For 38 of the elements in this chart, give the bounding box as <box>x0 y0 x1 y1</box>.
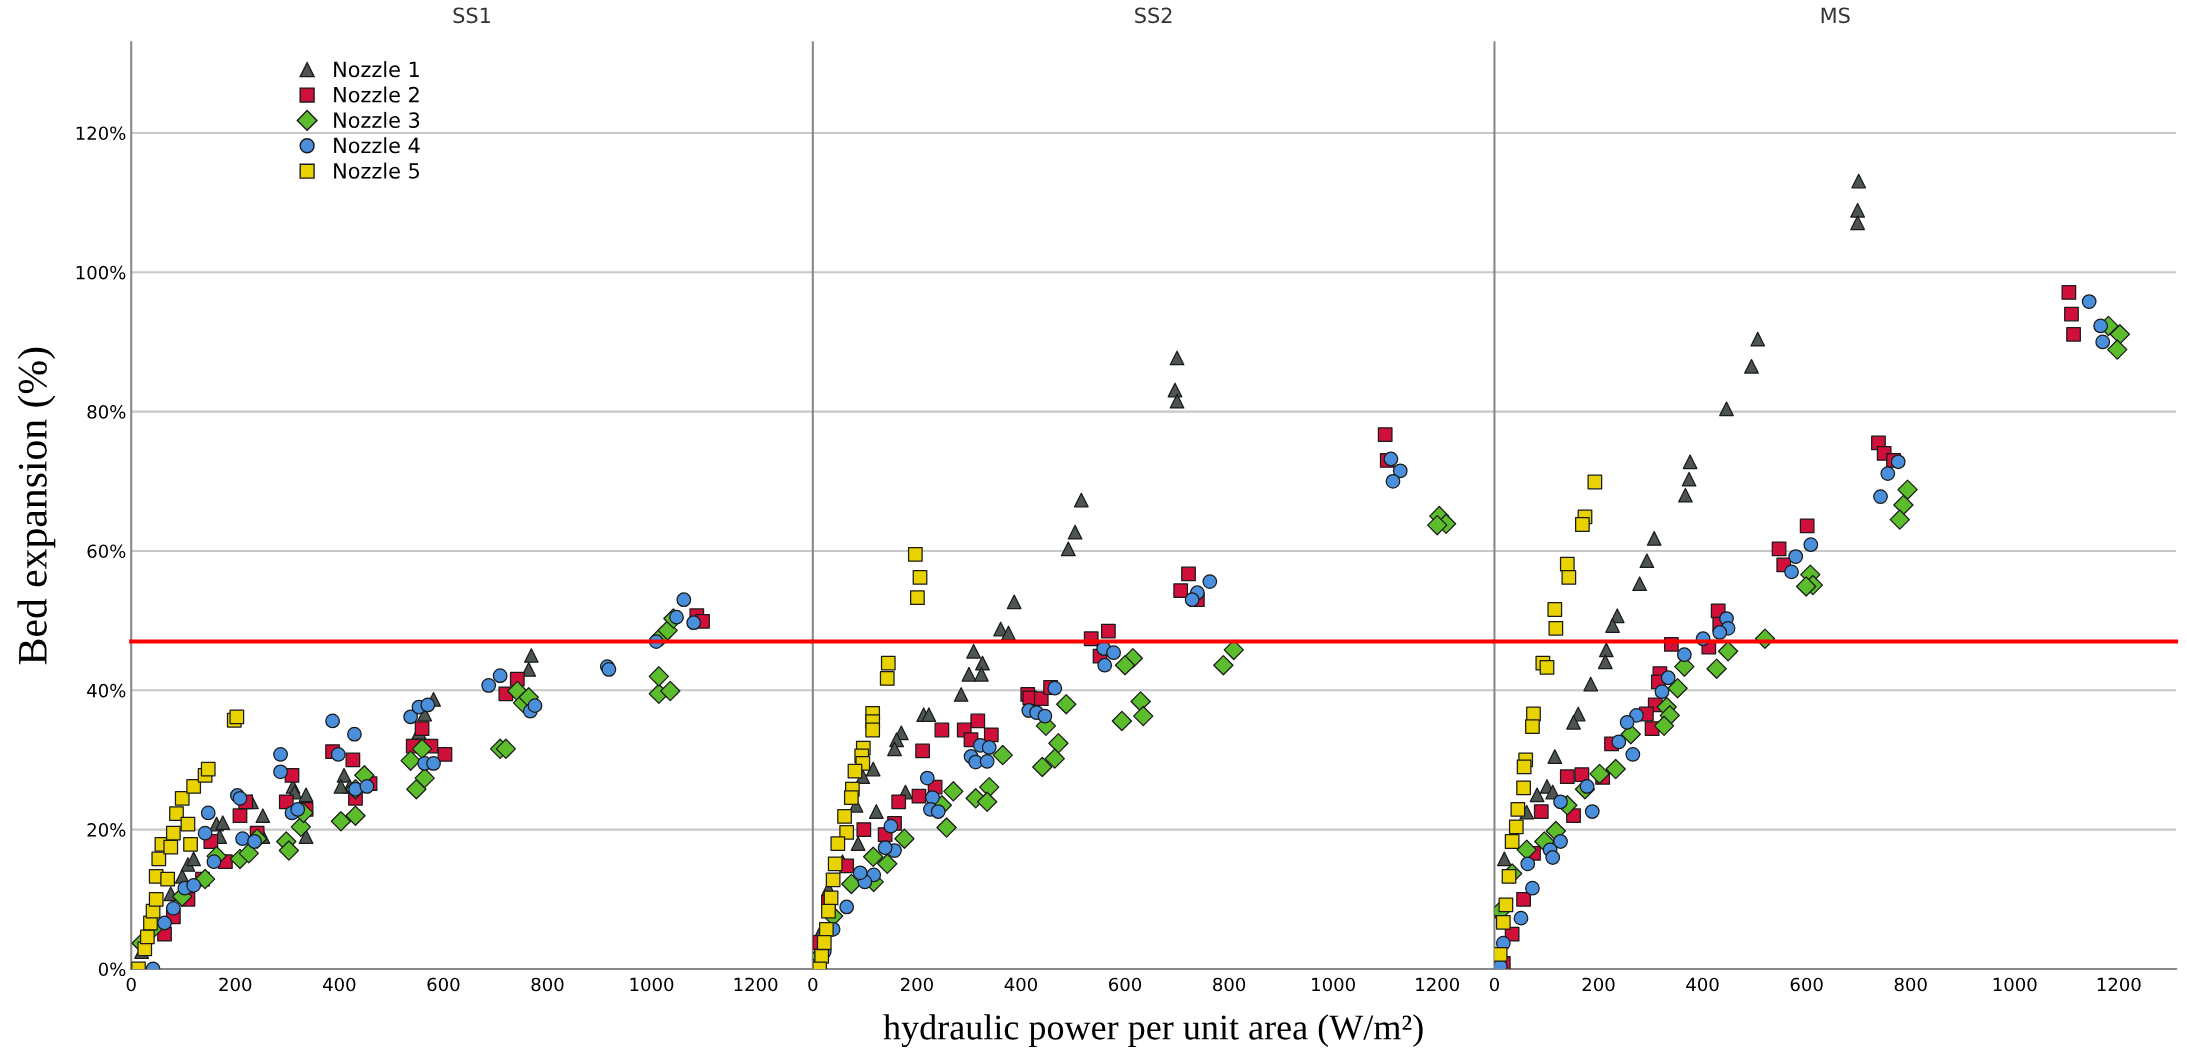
x-tick-label: 1000 <box>1312 977 1355 992</box>
x-tick-label: 200 <box>1582 977 1615 992</box>
chart-title: SS2 <box>1135 7 1172 24</box>
legend-label: Nozzle 4 <box>334 137 420 154</box>
x-axis-title: hydraulic power per unit area (W/m²) <box>883 1014 1423 1048</box>
x-tick-label: 600 <box>427 977 460 992</box>
chart-title: SS1 <box>453 7 490 24</box>
x-tick-label: 0 <box>126 977 136 992</box>
y-tick-label: 100% <box>76 265 126 280</box>
y-tick-label: 60% <box>87 544 126 559</box>
y-tick-label: 120% <box>76 126 126 141</box>
y-tick-label: 0% <box>98 962 126 977</box>
x-tick-label: 600 <box>1790 977 1823 992</box>
legend-label: Nozzle 1 <box>334 61 419 78</box>
x-tick-label: 1200 <box>2097 977 2141 992</box>
x-tick-label: 400 <box>323 977 356 992</box>
x-tick-label: 800 <box>531 977 564 992</box>
x-tick-label: 400 <box>1686 977 1719 992</box>
x-tick-label: 1200 <box>734 977 778 992</box>
y-tick-label: 20% <box>87 823 126 837</box>
x-tick-label: 800 <box>1894 977 1927 992</box>
y-axis-title: Bed expansion (%) <box>17 347 56 665</box>
legend-label: Nozzle 5 <box>334 162 419 179</box>
x-tick-label: 1200 <box>1416 977 1459 992</box>
x-tick-label: 1000 <box>1993 977 2037 992</box>
chart-title: MS <box>1821 7 1850 24</box>
x-tick-label: 200 <box>900 977 933 992</box>
legend-label: Nozzle 2 <box>334 86 419 103</box>
x-tick-label: 1000 <box>630 977 674 992</box>
x-tick-label: 200 <box>219 977 252 992</box>
x-tick-label: 400 <box>1004 977 1037 992</box>
x-tick-label: 0 <box>1489 977 1499 992</box>
y-tick-label: 40% <box>87 683 126 698</box>
x-tick-label: 800 <box>1213 977 1246 992</box>
y-tick-label: 80% <box>87 405 126 419</box>
x-tick-label: 600 <box>1109 977 1142 992</box>
legend-label: Nozzle 3 <box>334 111 420 128</box>
x-tick-label: 0 <box>808 977 818 992</box>
